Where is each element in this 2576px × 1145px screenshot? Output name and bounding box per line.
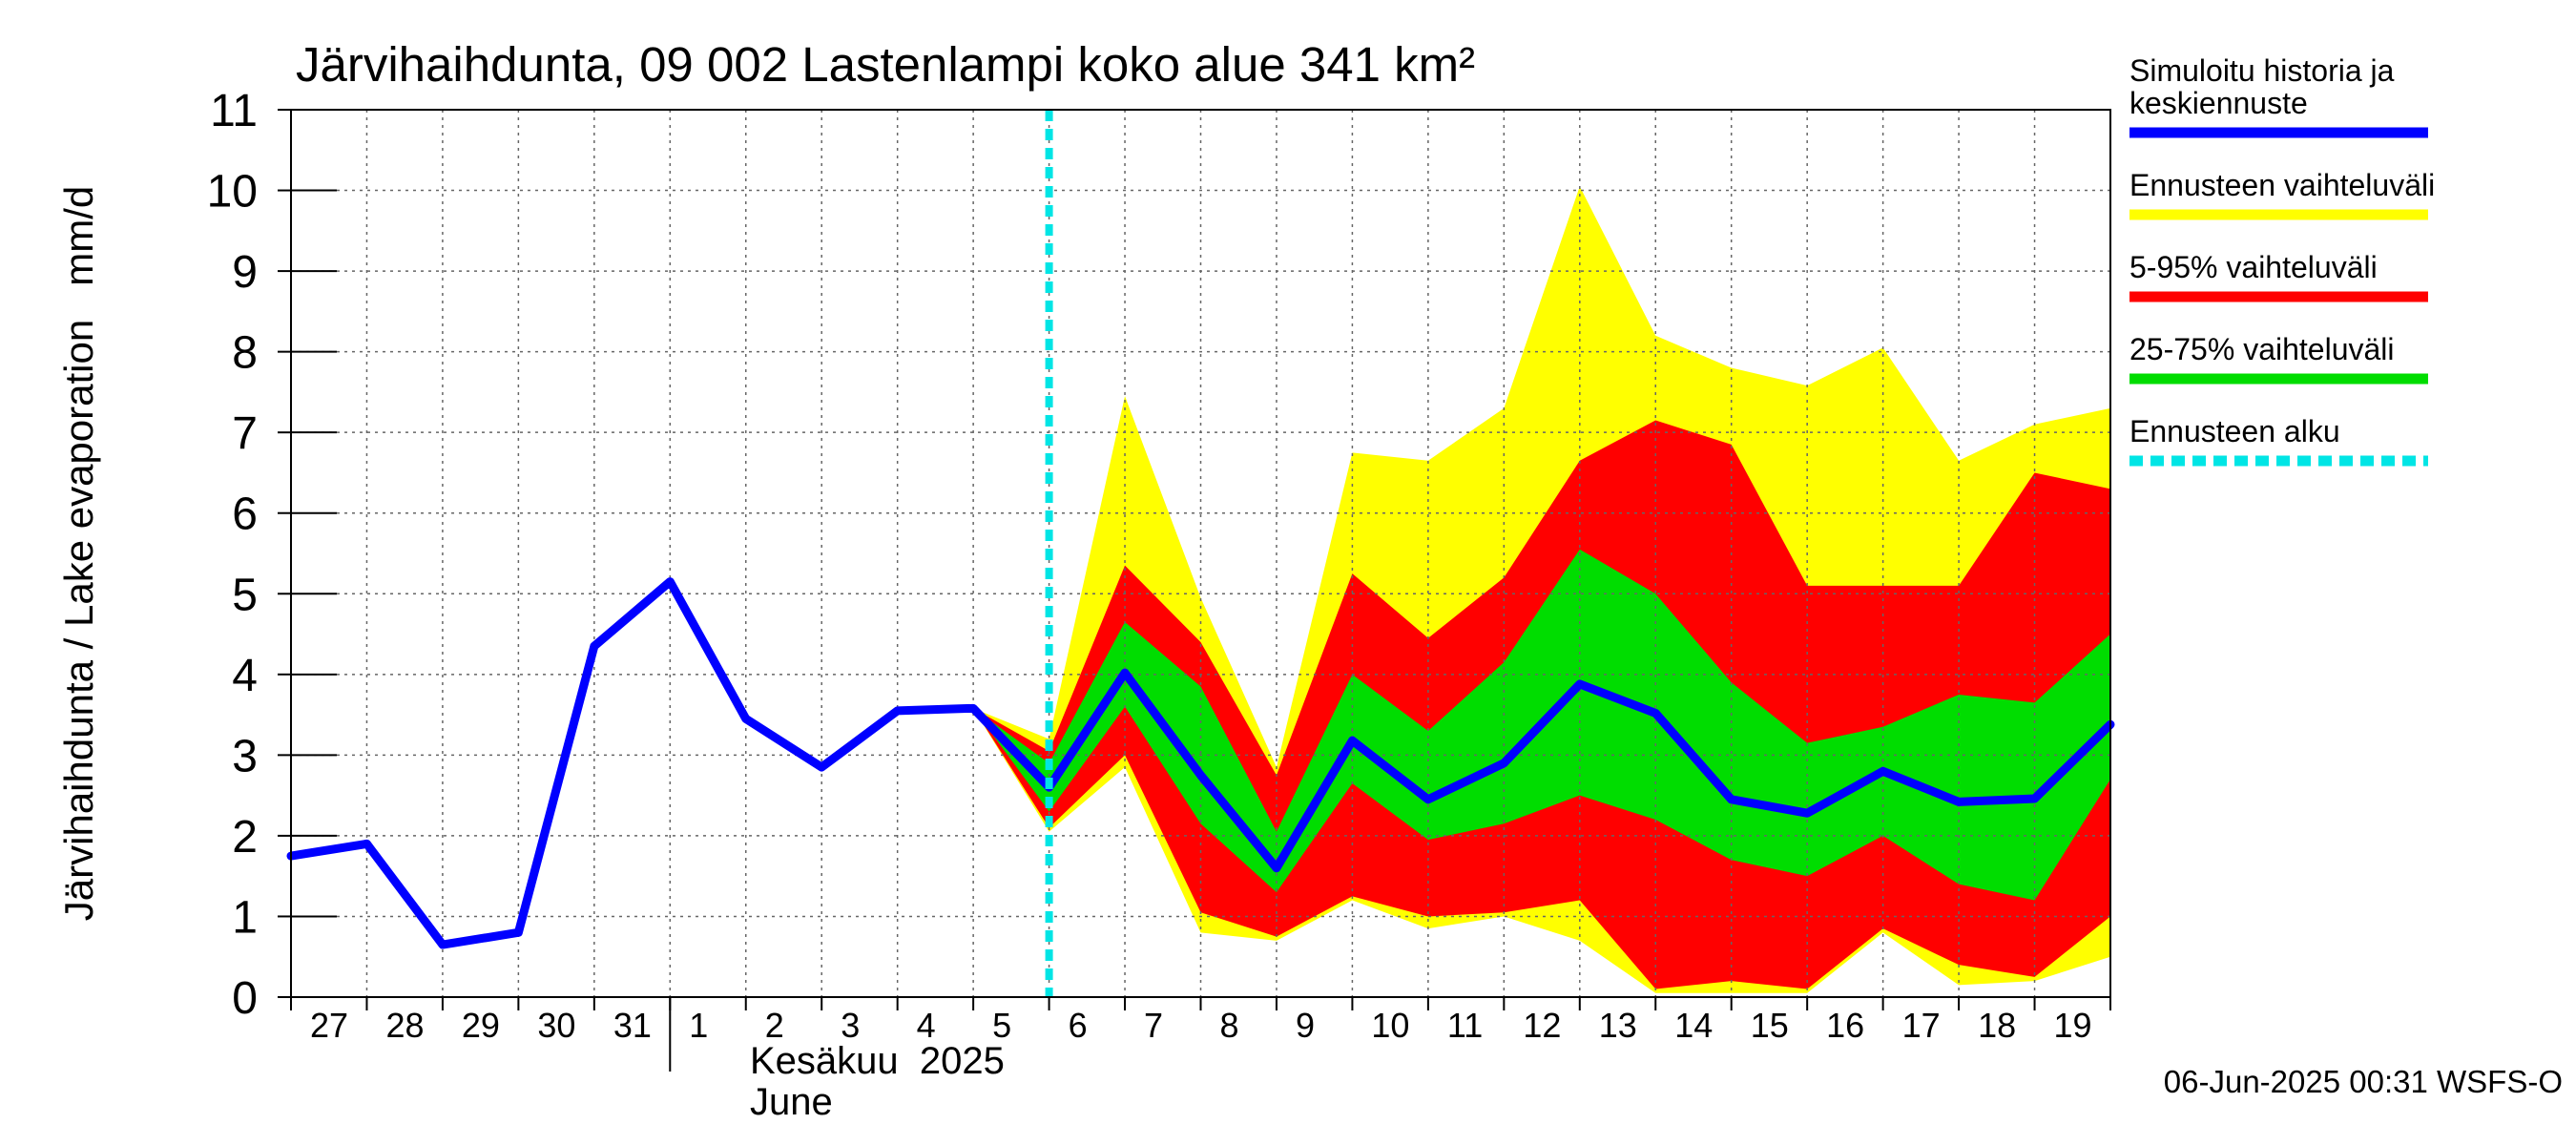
legend-label-0-0: Simuloitu historia ja xyxy=(2129,53,2395,88)
x-tick-label-16: 12 xyxy=(1523,1006,1561,1045)
y-tick-label-9: 9 xyxy=(232,247,258,298)
x-tick-label-4: 31 xyxy=(613,1006,652,1045)
legend-label-2-0: 5-95% vaihteluväli xyxy=(2129,250,2378,284)
x-tick-label-7: 3 xyxy=(841,1006,860,1045)
legend-label-0-1: keskiennuste xyxy=(2129,86,2308,120)
x-tick-label-9: 5 xyxy=(992,1006,1011,1045)
x-tick-label-6: 2 xyxy=(765,1006,784,1045)
y-tick-label-4: 4 xyxy=(232,651,258,701)
x-tick-label-22: 18 xyxy=(1978,1006,2016,1045)
x-tick-label-10: 6 xyxy=(1069,1006,1088,1045)
x-tick-label-0: 27 xyxy=(310,1006,348,1045)
y-tick-label-8: 8 xyxy=(232,328,258,379)
x-tick-label-19: 15 xyxy=(1751,1006,1789,1045)
x-tick-label-3: 30 xyxy=(537,1006,575,1045)
y-tick-label-6: 6 xyxy=(232,489,258,540)
chart-title: Järvihaihdunta, 09 002 Lastenlampi koko … xyxy=(296,37,1475,92)
legend-label-1-0: Ennusteen vaihteluväli xyxy=(2129,168,2435,202)
series-line-0 xyxy=(286,577,2115,949)
x-tick-label-21: 17 xyxy=(1902,1006,1941,1045)
month-label-fi: Kesäkuu 2025 xyxy=(750,1040,1005,1082)
legend-label-3-0: 25-75% vaihteluväli xyxy=(2129,332,2395,366)
line-layer xyxy=(286,110,2115,997)
x-tick-label-18: 14 xyxy=(1674,1006,1713,1045)
x-tick-label-20: 16 xyxy=(1826,1006,1864,1045)
x-tick-label-12: 8 xyxy=(1220,1006,1239,1045)
x-tick-label-2: 29 xyxy=(462,1006,500,1045)
x-tick-label-13: 9 xyxy=(1296,1006,1315,1045)
y-axis-label: Järvihaihdunta / Lake evaporation mm/d xyxy=(56,186,101,921)
y-tick-label-5: 5 xyxy=(232,570,258,620)
footer-timestamp: 06-Jun-2025 00:31 WSFS-O xyxy=(2164,1064,2563,1099)
y-tick-label-11: 11 xyxy=(210,86,258,136)
x-tick-label-17: 13 xyxy=(1599,1006,1637,1045)
y-tick-label-1: 1 xyxy=(232,892,258,943)
y-tick-label-10: 10 xyxy=(207,167,258,218)
y-tick-label-7: 7 xyxy=(232,408,258,459)
x-tick-label-11: 7 xyxy=(1144,1006,1163,1045)
x-tick-label-5: 1 xyxy=(689,1006,708,1045)
y-tick-label-0: 0 xyxy=(232,973,258,1024)
x-tick-label-23: 19 xyxy=(2054,1006,2092,1045)
month-label-en: June xyxy=(750,1081,833,1123)
x-tick-label-14: 10 xyxy=(1371,1006,1409,1045)
legend-label-4-0: Ennusteen alku xyxy=(2129,414,2340,448)
x-tick-label-15: 11 xyxy=(1447,1006,1483,1045)
x-tick-label-1: 28 xyxy=(385,1006,424,1045)
y-tick-label-2: 2 xyxy=(232,812,258,863)
y-tick-label-3: 3 xyxy=(232,731,258,781)
x-tick-label-8: 4 xyxy=(917,1006,936,1045)
